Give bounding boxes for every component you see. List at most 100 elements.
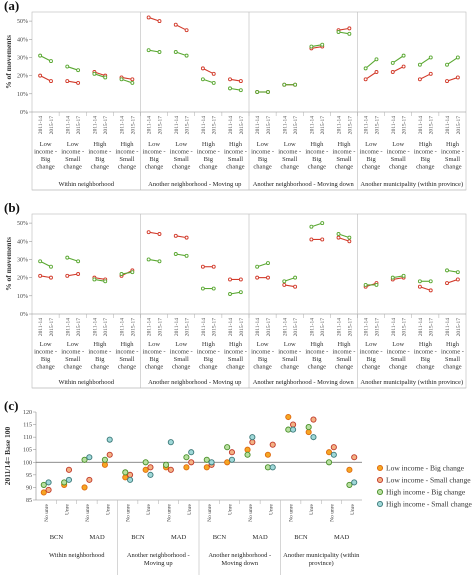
period-label: 2011-14 — [120, 116, 126, 134]
category-label: change — [36, 164, 55, 171]
y-tick-label: 40% — [17, 239, 28, 245]
category-label: income - — [197, 349, 220, 356]
category-label: High — [229, 141, 243, 148]
y-tick-label: 120 — [23, 410, 32, 416]
series-segment-red — [365, 71, 377, 80]
category-label: change — [226, 364, 245, 371]
city-label: BCN — [131, 534, 145, 541]
category-label: income - — [387, 149, 410, 156]
data-point — [285, 413, 292, 421]
category-label: Small — [119, 156, 134, 163]
category-label: Low — [392, 141, 404, 148]
data-point-green — [282, 82, 287, 87]
category-label: Small — [391, 156, 406, 163]
series-segment-red — [202, 67, 214, 75]
data-point-red — [401, 64, 406, 69]
category-label: Low — [40, 141, 52, 148]
period-label: 2011-14 — [92, 318, 98, 336]
y-tick-label: 50% — [17, 221, 28, 227]
data-point — [346, 466, 353, 473]
category-label: income - — [61, 149, 84, 156]
data-point — [188, 449, 195, 456]
category-label: income - — [143, 149, 166, 156]
category-label: income - — [170, 349, 193, 356]
data-point-green — [38, 53, 43, 58]
data-point — [228, 456, 236, 463]
category-label: income - — [34, 349, 57, 356]
category-label: High — [120, 141, 134, 148]
data-point-green — [309, 44, 314, 49]
category-label: Big — [366, 356, 376, 363]
data-point — [330, 444, 337, 451]
category-label: income - — [360, 349, 383, 356]
data-point — [346, 481, 353, 488]
data-point — [351, 454, 358, 461]
y-tick-label: 50% — [17, 19, 28, 25]
category-label: Low — [284, 341, 296, 348]
data-point-red — [309, 237, 314, 242]
data-point-red — [157, 232, 162, 236]
period-label: 2011-14 — [38, 318, 44, 336]
period-label: 2011-14 — [38, 116, 44, 134]
y-tick-label: 100 — [23, 460, 32, 466]
data-point-green — [119, 77, 124, 82]
panel-label: (a) — [4, 0, 19, 13]
data-point — [81, 484, 88, 491]
period-label: 2015-17 — [266, 318, 272, 337]
period-label: 2015-17 — [157, 318, 163, 337]
category-label: Low — [257, 141, 269, 148]
legend-marker — [376, 488, 384, 496]
y-tick-label: 0% — [20, 312, 28, 318]
period-label: 2015-17 — [185, 116, 191, 135]
y-tick-label: 0% — [20, 110, 28, 116]
group-label: Another municipality (within province) — [360, 181, 463, 188]
data-point-red — [65, 79, 70, 84]
period-label: 2015-17 — [103, 116, 109, 135]
data-point — [86, 454, 93, 461]
group-label: Within neighborhood — [58, 181, 114, 188]
data-point-red — [65, 273, 70, 278]
period-label: 2011-14 — [364, 318, 370, 336]
data-point-green — [65, 255, 70, 260]
category-label: Low — [67, 141, 79, 148]
category-label: Big — [258, 356, 268, 363]
category-label: change — [145, 364, 164, 371]
y-tick-label: 20% — [17, 276, 28, 282]
data-point — [45, 479, 52, 486]
data-point-green — [455, 55, 460, 60]
period-label: 2015-17 — [347, 116, 353, 135]
period-label: 2011-14 — [282, 116, 288, 134]
data-point-red — [228, 77, 232, 82]
period-label: 2011-14 — [201, 116, 207, 134]
data-point-green — [200, 286, 205, 291]
category-label: Low — [175, 141, 187, 148]
period-label: 2015-17 — [402, 318, 408, 337]
category-label: income - — [251, 149, 274, 156]
group-label: Another neighborhood - — [127, 552, 190, 559]
group-label: Moving up — [144, 560, 173, 567]
data-point-red — [417, 77, 422, 82]
data-point — [147, 471, 154, 478]
data-point — [224, 459, 231, 466]
subcategory-label: No unre — [85, 503, 91, 521]
category-label: change — [36, 364, 55, 371]
data-point-green — [347, 235, 352, 240]
group-label: Another municipality (within — [283, 552, 360, 559]
category-label: change — [118, 364, 137, 371]
period-label: 2011-14 — [65, 116, 71, 134]
group-label: Another neighborhood - Moving up — [148, 379, 241, 386]
data-point-green — [309, 224, 314, 229]
category-label: Big — [421, 156, 431, 163]
data-point-green — [293, 82, 298, 87]
category-label: change — [253, 364, 272, 371]
period-label: 2011-14 — [174, 318, 180, 336]
category-label: High — [202, 341, 216, 348]
data-point — [330, 451, 337, 458]
category-label: change — [91, 364, 110, 371]
data-point-red — [347, 239, 352, 244]
group-label: Within neighborhood — [49, 552, 105, 559]
category-label: Small — [174, 356, 189, 363]
data-point-red — [146, 15, 151, 20]
data-point-red — [76, 272, 81, 276]
series-segment-red — [419, 73, 431, 80]
